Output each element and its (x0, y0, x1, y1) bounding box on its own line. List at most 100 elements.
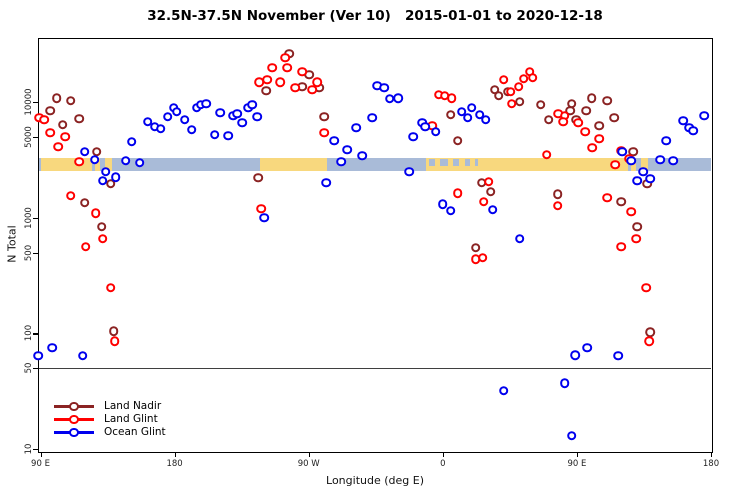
data-point-land-nadir (543, 115, 554, 125)
legend-marker-ocean-glint (69, 427, 79, 438)
data-point-land-nadir (581, 105, 592, 116)
data-point-land-glint (254, 77, 265, 87)
data-point-land-nadir (645, 327, 655, 337)
data-point-land-glint (319, 127, 329, 138)
data-point-land-glint (297, 66, 308, 77)
data-point-ocean-glint (466, 102, 477, 113)
data-point-land-glint (446, 93, 457, 103)
land-ocean-strip-ocean-patch (474, 158, 478, 166)
data-point-land-glint (505, 87, 516, 97)
y-tick-mark (32, 333, 38, 335)
y-tick-mark (32, 102, 38, 104)
y-tick-mark (32, 217, 38, 220)
data-point-land-nadir (446, 109, 456, 120)
data-point-ocean-glint (351, 123, 361, 133)
data-point-land-nadir (97, 222, 107, 232)
data-point-land-nadir (453, 136, 463, 146)
data-point-land-glint (587, 142, 598, 153)
data-point-land-nadir (602, 96, 613, 106)
data-point-ocean-glint (655, 154, 665, 165)
data-point-land-nadir (109, 326, 119, 336)
data-point-ocean-glint (463, 113, 473, 123)
reference-line (38, 367, 711, 369)
data-point-ocean-glint (329, 136, 339, 146)
data-point-land-glint (541, 150, 552, 160)
data-point-land-nadir (485, 187, 496, 197)
legend-label-land-nadir: Land Nadir (104, 400, 162, 412)
y-tick-mark (32, 137, 38, 139)
data-point-land-nadir (586, 93, 597, 103)
land-ocean-strip-ocean-patch (428, 158, 436, 166)
data-point-ocean-glint (559, 378, 570, 389)
data-point-ocean-glint (321, 178, 331, 188)
data-point-ocean-glint (678, 115, 688, 126)
data-point-land-glint (631, 234, 642, 244)
data-point-ocean-glint (446, 206, 456, 216)
data-point-land-glint (45, 127, 55, 138)
y-tick-label: 5000 (24, 126, 34, 148)
y-tick-label: 50 (24, 362, 34, 374)
data-point-land-glint (641, 283, 651, 293)
legend-marker-land-glint (69, 414, 79, 425)
data-point-ocean-glint (626, 155, 637, 166)
x-tick-label: 180 (702, 459, 720, 469)
data-point-land-glint (256, 203, 267, 214)
data-point-land-glint (80, 242, 91, 252)
data-point-land-glint (267, 62, 278, 73)
data-point-ocean-glint (570, 350, 581, 360)
data-point-ocean-glint (645, 173, 655, 184)
data-point-land-glint (610, 159, 621, 170)
data-point-ocean-glint (100, 167, 111, 177)
data-point-ocean-glint (474, 109, 485, 120)
data-point-land-nadir (319, 111, 329, 122)
data-point-land-nadir (552, 189, 563, 199)
data-point-ocean-glint (179, 115, 190, 125)
data-point-land-glint (453, 188, 463, 198)
data-point-land-glint (498, 74, 509, 85)
data-point-ocean-glint (408, 131, 418, 142)
data-point-land-nadir (80, 197, 90, 208)
data-point-ocean-glint (342, 144, 352, 155)
data-point-land-nadir (52, 93, 62, 103)
data-point-ocean-glint (134, 158, 145, 168)
data-point-ocean-glint (97, 176, 108, 186)
x-tick-mark (576, 452, 579, 457)
data-point-land-glint (110, 336, 120, 346)
data-point-land-glint (66, 191, 76, 201)
x-tick-label: 90 W (297, 459, 320, 469)
data-point-ocean-glint (209, 130, 220, 140)
y-tick-label: 1000 (24, 207, 34, 229)
data-point-ocean-glint (237, 117, 248, 128)
data-point-ocean-glint (456, 107, 467, 117)
data-point-ocean-glint (78, 350, 88, 361)
data-point-ocean-glint (431, 126, 441, 137)
y-tick-mark (32, 368, 38, 370)
data-point-ocean-glint (201, 98, 212, 109)
data-point-ocean-glint (162, 111, 173, 122)
data-point-ocean-glint (186, 124, 197, 135)
data-point-land-nadir (261, 85, 272, 96)
land-ocean-strip-land (104, 157, 112, 171)
y-tick-mark (32, 448, 38, 451)
y-tick-label: 500 (24, 244, 34, 261)
data-point-land-glint (602, 193, 613, 203)
data-point-ocean-glint (155, 123, 166, 134)
data-point-land-glint (106, 283, 116, 293)
data-point-ocean-glint (47, 343, 57, 353)
data-point-land-nadir (632, 222, 643, 232)
data-point-ocean-glint (613, 350, 624, 361)
data-point-land-glint (558, 116, 569, 127)
data-point-ocean-glint (357, 151, 367, 161)
data-point-land-glint (506, 98, 517, 109)
data-point-ocean-glint (126, 137, 137, 147)
data-point-ocean-glint (215, 108, 226, 118)
land-ocean-strip-land (260, 157, 328, 171)
x-axis-label: Longitude (deg E) (326, 474, 424, 487)
data-point-land-nadir (66, 96, 76, 106)
y-tick-label: 10 (24, 443, 34, 455)
chart-title: 32.5N-37.5N November (Ver 10) 2015-01-01… (147, 8, 603, 24)
data-point-ocean-glint (232, 109, 243, 119)
data-point-ocean-glint (142, 116, 153, 127)
data-point-land-glint (626, 206, 637, 217)
land-ocean-strip-land (40, 157, 92, 171)
